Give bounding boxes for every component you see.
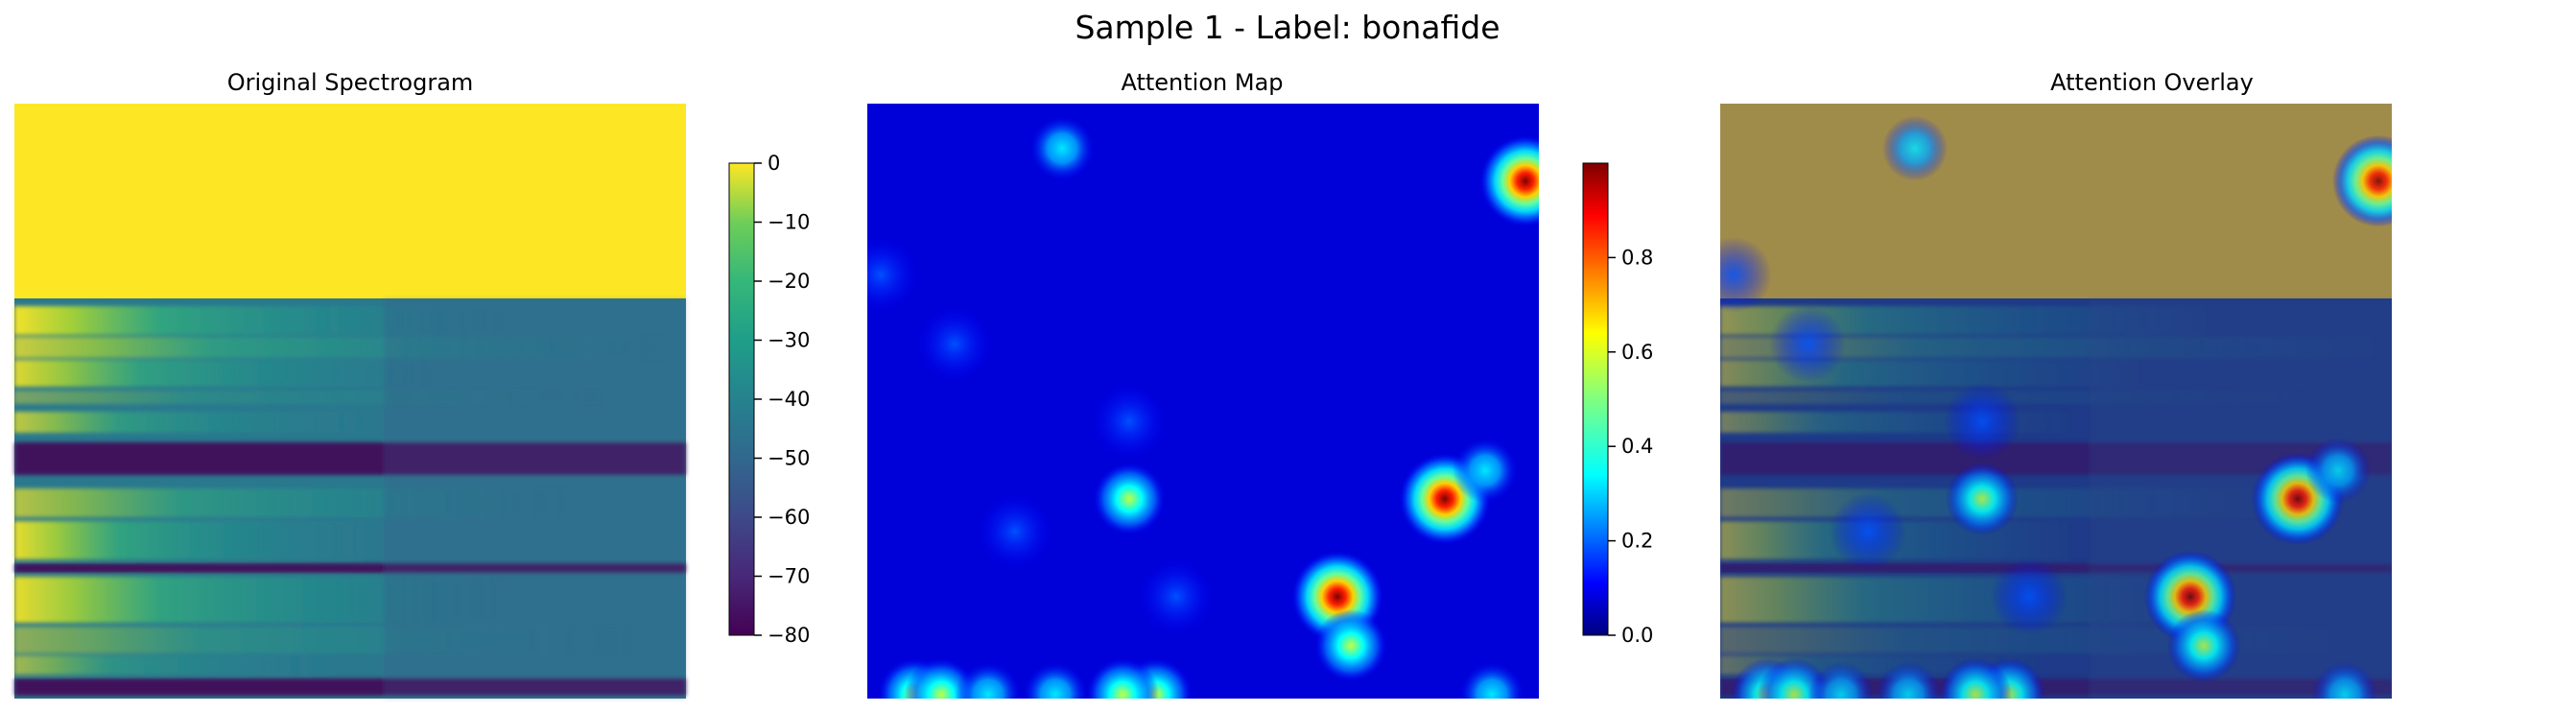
attention-hotspot bbox=[1314, 608, 1387, 682]
attention-hotspot bbox=[1946, 462, 2019, 535]
spectrogram-dark-band bbox=[14, 563, 686, 573]
spectrogram-colorbar-ticks: 0 −10 −20 −30 −40 −50 −60 −70 −80 bbox=[754, 152, 810, 647]
attention-hotspot bbox=[1453, 438, 1518, 504]
attention-hotspot bbox=[1029, 115, 1095, 181]
spectrogram-band bbox=[14, 412, 365, 433]
colorbar-tick-label: −50 bbox=[768, 447, 810, 470]
spectrogram-colorbar: 0 −10 −20 −30 −40 −50 −60 −70 −80 bbox=[728, 152, 810, 647]
attention-hotspot bbox=[1720, 236, 1772, 314]
colorbar-tick-label: 0.8 bbox=[1621, 246, 1653, 269]
panel-attention-overlay: Attention Overlay bbox=[1720, 69, 2392, 699]
attention-hotspot bbox=[1876, 661, 1941, 699]
attention-colorbar: 0.0 0.2 0.4 0.6 0.8 bbox=[1582, 162, 1653, 647]
colorbar-tick-label: −70 bbox=[768, 565, 810, 588]
spectrogram-colorbar-bar bbox=[728, 162, 755, 636]
attention-overlay-title: Attention Overlay bbox=[2050, 69, 2254, 96]
attention-hotspot bbox=[1939, 657, 2012, 699]
colorbar-tick-label: 0.0 bbox=[1621, 624, 1653, 647]
attention-hotspot bbox=[1093, 462, 1166, 535]
attention-hotspot bbox=[1808, 661, 1874, 699]
attention-hotspot bbox=[2332, 134, 2392, 227]
attention-hotspot bbox=[1882, 115, 1948, 181]
attention-hotspots bbox=[867, 115, 1539, 699]
spectrogram-band bbox=[14, 360, 432, 387]
attention-hotspot bbox=[2312, 661, 2377, 699]
spectrogram-band bbox=[14, 655, 331, 675]
attention-hotspot bbox=[916, 305, 993, 383]
attention-hotspot bbox=[1991, 558, 2068, 635]
panel-original-spectrogram: Original Spectrogram 0 −10 −20 −30 −40 −50 −60… bbox=[14, 69, 810, 699]
spectrogram-fade-region bbox=[384, 298, 686, 699]
overlay-hotspots bbox=[1720, 115, 2392, 699]
spectrogram-dark-band bbox=[1720, 563, 2392, 573]
attention-hotspot bbox=[1459, 661, 1524, 699]
attention-colorbar-bar bbox=[1582, 162, 1609, 636]
attention-hotspot bbox=[1830, 492, 1906, 570]
figure-suptitle: Sample 1 - Label: bonafide bbox=[1075, 9, 1500, 46]
attention-hotspot bbox=[956, 661, 1021, 699]
attention-hotspot bbox=[1944, 383, 2021, 461]
panel-attention-map: Attention Map 0.0 0.2 0.4 0.6 0.8 bbox=[867, 69, 1653, 699]
colorbar-tick-label: 0.2 bbox=[1621, 530, 1653, 553]
spectrogram-image bbox=[14, 104, 686, 699]
colorbar-tick-label: −60 bbox=[768, 506, 810, 529]
colorbar-tick-label: 0.4 bbox=[1621, 435, 1653, 458]
attention-map-image bbox=[867, 104, 1539, 699]
colorbar-tick-label: 0 bbox=[768, 152, 780, 175]
colorbar-tick-label: −20 bbox=[768, 270, 810, 293]
attention-hotspot bbox=[867, 236, 919, 314]
overlay-top-region bbox=[1720, 104, 2392, 298]
attention-map-title: Attention Map bbox=[1121, 69, 1283, 96]
attention-colorbar-ticks: 0.0 0.2 0.4 0.6 0.8 bbox=[1608, 246, 1653, 647]
attention-hotspot bbox=[1091, 383, 1168, 461]
colorbar-tick-label: −30 bbox=[768, 329, 810, 352]
spectrogram-bands bbox=[14, 298, 686, 699]
colorbar-tick-label: −10 bbox=[768, 211, 810, 234]
attention-hotspot bbox=[1138, 558, 1215, 635]
attention-hotspot bbox=[1769, 305, 1846, 383]
attention-hotspot bbox=[1086, 657, 1159, 699]
colorbar-tick-label: −40 bbox=[768, 388, 810, 411]
attention-hotspot bbox=[1479, 134, 1539, 227]
spectrogram-top-region bbox=[14, 104, 686, 298]
colorbar-tick-label: −80 bbox=[768, 624, 810, 647]
attention-overlay-image bbox=[1720, 104, 2392, 699]
spectrogram-band bbox=[14, 521, 365, 559]
attention-hotspot bbox=[977, 492, 1053, 570]
attention-hotspot bbox=[2305, 438, 2371, 504]
colorbar-tick-label: 0.6 bbox=[1621, 341, 1653, 364]
spectrogram-title: Original Spectrogram bbox=[227, 69, 474, 96]
attention-hotspot bbox=[2167, 608, 2240, 682]
attention-hotspot bbox=[1023, 661, 1088, 699]
